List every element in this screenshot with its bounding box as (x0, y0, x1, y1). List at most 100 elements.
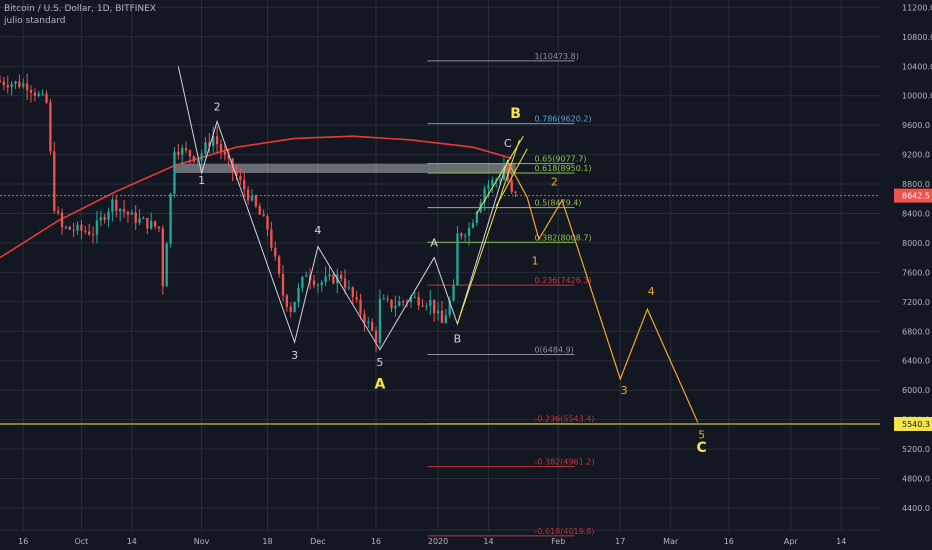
candle-body (239, 176, 242, 180)
candle-body (103, 217, 106, 220)
candle-body (436, 310, 440, 314)
candle-body (293, 301, 296, 313)
fibonacci-layer: 1(10473.8) 0.786(9620.2) 0.65(9077.7)0.618… (427, 52, 595, 537)
candle-body (510, 180, 513, 192)
candle-body (6, 84, 9, 88)
candle-body (301, 276, 304, 288)
candle-body (394, 305, 397, 309)
x-tick-label: Dec (310, 537, 325, 546)
candle-body (398, 301, 401, 306)
candle-body (10, 83, 13, 88)
candle-body (177, 151, 180, 155)
candle-body (429, 299, 432, 306)
channel-line (495, 148, 528, 207)
x-tick-label: Nov (194, 537, 210, 546)
x-tick-label: 16 (724, 537, 734, 546)
wave-label: 4 (648, 285, 655, 298)
candle-body (212, 136, 215, 147)
candle-body (223, 151, 227, 155)
candle-body (173, 151, 176, 194)
candle-body (417, 296, 420, 306)
candle-body (95, 220, 99, 235)
candle-body (324, 276, 327, 283)
wave-label: B (454, 332, 462, 345)
candle-body (452, 285, 455, 301)
projection-layer (507, 161, 699, 423)
candle-body (2, 81, 6, 85)
candle-body (68, 226, 71, 230)
candle-body (227, 154, 230, 159)
candle-body (33, 92, 37, 96)
candle-body (200, 153, 203, 161)
y-tick-label: 10800.0 (902, 33, 932, 42)
y-tick-label: 9200.0 (902, 151, 930, 160)
candle-body (115, 199, 118, 212)
support-price-badge (894, 416, 932, 431)
candle-body (60, 212, 64, 227)
candle-body (382, 298, 385, 300)
candle-body (514, 191, 517, 193)
x-tick-label: 14 (483, 537, 493, 546)
time-axis: 16 Oct 14 Nov 18 Dec 16 2020 14 Feb 17 Mar 16 Apr 14 (0, 529, 880, 546)
candle-body (433, 299, 436, 314)
y-tick-label: 6400.0 (902, 357, 930, 366)
candle-body (122, 209, 126, 212)
support-price-label: 5540.3 (902, 420, 930, 429)
candle-body (413, 296, 416, 298)
candle-body (270, 229, 273, 248)
x-tick-label: Apr (784, 537, 799, 546)
x-tick-label: Feb (551, 537, 565, 546)
candle-body (219, 144, 223, 152)
candle-body (138, 218, 141, 223)
candle-body (374, 330, 378, 343)
candles-layer (0, 73, 517, 353)
candle-body (192, 156, 195, 162)
wave-label: C (697, 440, 707, 456)
y-tick-label: 6000.0 (902, 386, 930, 395)
fib-level-label: 0(6484.9) (534, 345, 573, 354)
x-tick-label: 18 (262, 537, 272, 546)
fib-level-label: 1(10473.8) (534, 52, 578, 61)
resistance-zone-layer (174, 163, 516, 173)
wave-label: A (430, 237, 438, 250)
fib-level-label: -0.618(4019.8) (534, 527, 594, 536)
candle-body (475, 212, 478, 223)
chart-header: Bitcoin / U.S. Dollar, 1D, BITFINEX juli… (4, 3, 156, 27)
candle-body (254, 195, 258, 207)
wave-layer (177, 66, 528, 351)
x-tick-label: 17 (615, 537, 625, 546)
candle-body (169, 193, 172, 244)
elliott-wave-path (177, 66, 509, 351)
wave-labels-layer: 2 1 3 4 5 A B C A B C 1 2 3 4 5 (198, 100, 707, 456)
candle-body (347, 287, 351, 289)
candle-body (355, 297, 358, 300)
candle-body (80, 224, 83, 231)
candle-body (41, 93, 44, 95)
candle-body (188, 150, 192, 157)
fib-level-label: -0.236(5543.4) (534, 415, 594, 424)
candle-body (29, 89, 33, 93)
grid-layer (0, 0, 880, 530)
candle-body (444, 315, 447, 324)
candle-body (153, 221, 157, 227)
candle-body (184, 148, 188, 151)
candle-body (204, 142, 207, 154)
candle-body (235, 171, 238, 177)
y-tick-label: 5200.0 (902, 445, 930, 454)
candle-body (49, 102, 52, 152)
price-axis: 11200.0 10800.0 10400.0 10000.0 9600.0 9200.0… (894, 3, 932, 513)
fib-level-label: 0.786(9620.2) (534, 115, 591, 124)
channel-line (456, 139, 520, 325)
candle-body (246, 189, 250, 201)
candle-body (196, 160, 199, 162)
candle-body (277, 256, 281, 274)
candle-body (56, 211, 60, 213)
candle-body (0, 80, 2, 82)
candle-body (305, 275, 308, 277)
candle-body (215, 136, 219, 145)
candle-body (297, 287, 300, 302)
candle-body (281, 273, 285, 296)
current-price-badge (894, 188, 932, 203)
